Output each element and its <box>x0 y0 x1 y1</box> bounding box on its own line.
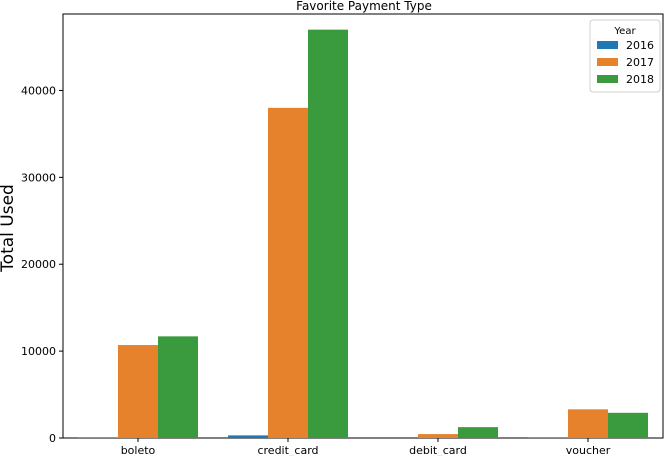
x-tick-label: debit_card <box>409 444 467 456</box>
bar-boleto-2016 <box>78 437 118 438</box>
x-ticks: boleto credit_card debit_card voucher <box>121 438 611 456</box>
bar-credit_card-2017 <box>268 107 308 439</box>
legend-label-2016: 2016 <box>626 39 654 52</box>
x-tick-label: boleto <box>121 444 156 456</box>
legend-swatch-2016 <box>597 41 618 49</box>
y-axis-label: Total Used <box>0 184 18 273</box>
legend-swatch-2018 <box>597 75 618 83</box>
bar-boleto-2017 <box>118 345 158 438</box>
x-tick-label: credit_card <box>257 444 318 456</box>
y-tick-label: 30000 <box>21 171 56 184</box>
y-tick-label: 0 <box>49 432 56 445</box>
bar-debit_card-2018 <box>458 427 498 438</box>
y-tick-label: 40000 <box>21 84 56 97</box>
y-tick-label: 10000 <box>21 345 56 358</box>
legend-box <box>589 19 661 93</box>
bar-voucher-2018 <box>608 412 648 438</box>
plot-frame <box>62 13 664 439</box>
bar-voucher-2017 <box>568 409 608 438</box>
bar-debit_card-2017 <box>418 434 458 438</box>
bar-credit_card-2018 <box>308 29 348 438</box>
y-ticks: 0 10000 20000 30000 40000 <box>21 84 63 445</box>
legend-label-2017: 2017 <box>626 56 654 69</box>
legend-swatch-2017 <box>597 58 618 66</box>
legend: Year 2016 2017 2018 <box>589 19 661 93</box>
bars-group <box>78 29 648 439</box>
legend-label-2018: 2018 <box>626 73 654 86</box>
bar-boleto-2018 <box>158 336 198 438</box>
chart-title: Favorite Payment Type <box>296 0 432 13</box>
bar-credit_card-2016 <box>228 435 268 438</box>
legend-title: Year <box>613 26 636 37</box>
y-tick-label: 20000 <box>21 258 56 271</box>
x-tick-label: voucher <box>566 444 611 456</box>
bar-voucher-2016 <box>528 437 568 438</box>
